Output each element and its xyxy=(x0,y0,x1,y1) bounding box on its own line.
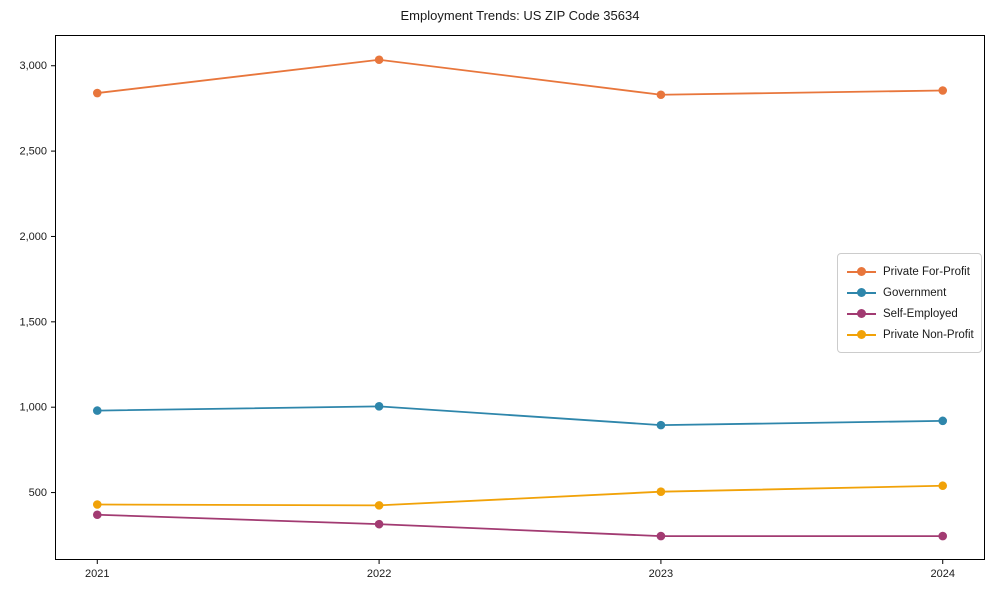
data-point xyxy=(374,402,384,411)
legend-marker-icon xyxy=(847,288,876,298)
x-tick-label: 2022 xyxy=(367,568,391,580)
data-point xyxy=(92,500,102,509)
data-point xyxy=(374,501,384,510)
legend-item-label: Private For-Profit xyxy=(883,265,970,278)
x-tick-label: 2023 xyxy=(649,568,673,580)
y-tick-label: 500 xyxy=(29,487,47,499)
legend-item-self-employed: Self-Employed xyxy=(847,304,972,323)
series-line-government xyxy=(97,405,943,427)
data-point xyxy=(374,55,384,65)
legend-item-label: Government xyxy=(883,286,947,299)
series-line-self-employed xyxy=(97,513,943,537)
data-point xyxy=(656,420,666,430)
series-line-private-non-profit xyxy=(97,484,943,507)
legend: Private For-Profit Government Self-Employe… xyxy=(837,253,982,353)
data-point xyxy=(938,481,948,491)
legend-marker-icon xyxy=(847,309,876,319)
data-point xyxy=(938,416,948,426)
data-point xyxy=(656,531,666,541)
legend-item-label: Self-Employed xyxy=(883,307,958,320)
y-tick-label: 1,000 xyxy=(19,402,47,414)
y-tick-label: 2,500 xyxy=(19,146,47,158)
legend-item-government: Government xyxy=(847,283,972,302)
y-tick-label: 2,000 xyxy=(19,231,47,243)
data-point xyxy=(656,90,666,100)
data-point xyxy=(938,86,948,95)
legend-item-private-for-profit: Private For-Profit xyxy=(847,262,972,281)
y-tick-label: 1,500 xyxy=(19,316,47,328)
data-point xyxy=(92,406,102,415)
legend-item-private-non-profit: Private Non-Profit xyxy=(847,325,974,344)
data-point xyxy=(92,510,102,520)
y-tick-label: 3,000 xyxy=(19,60,47,72)
plot-border xyxy=(55,35,985,560)
chart-title: Employment Trends: US ZIP Code 35634 xyxy=(400,8,640,23)
legend-item-label: Private Non-Profit xyxy=(883,328,974,341)
legend-marker-icon xyxy=(847,267,876,277)
x-tick-label: 2024 xyxy=(930,568,954,580)
x-tick-label: 2021 xyxy=(85,568,109,580)
data-point xyxy=(374,519,384,529)
data-point xyxy=(92,88,102,98)
legend-marker-icon xyxy=(847,330,876,340)
data-point xyxy=(656,487,666,497)
series-line-private-for-profit xyxy=(97,58,943,96)
data-point xyxy=(938,531,948,541)
